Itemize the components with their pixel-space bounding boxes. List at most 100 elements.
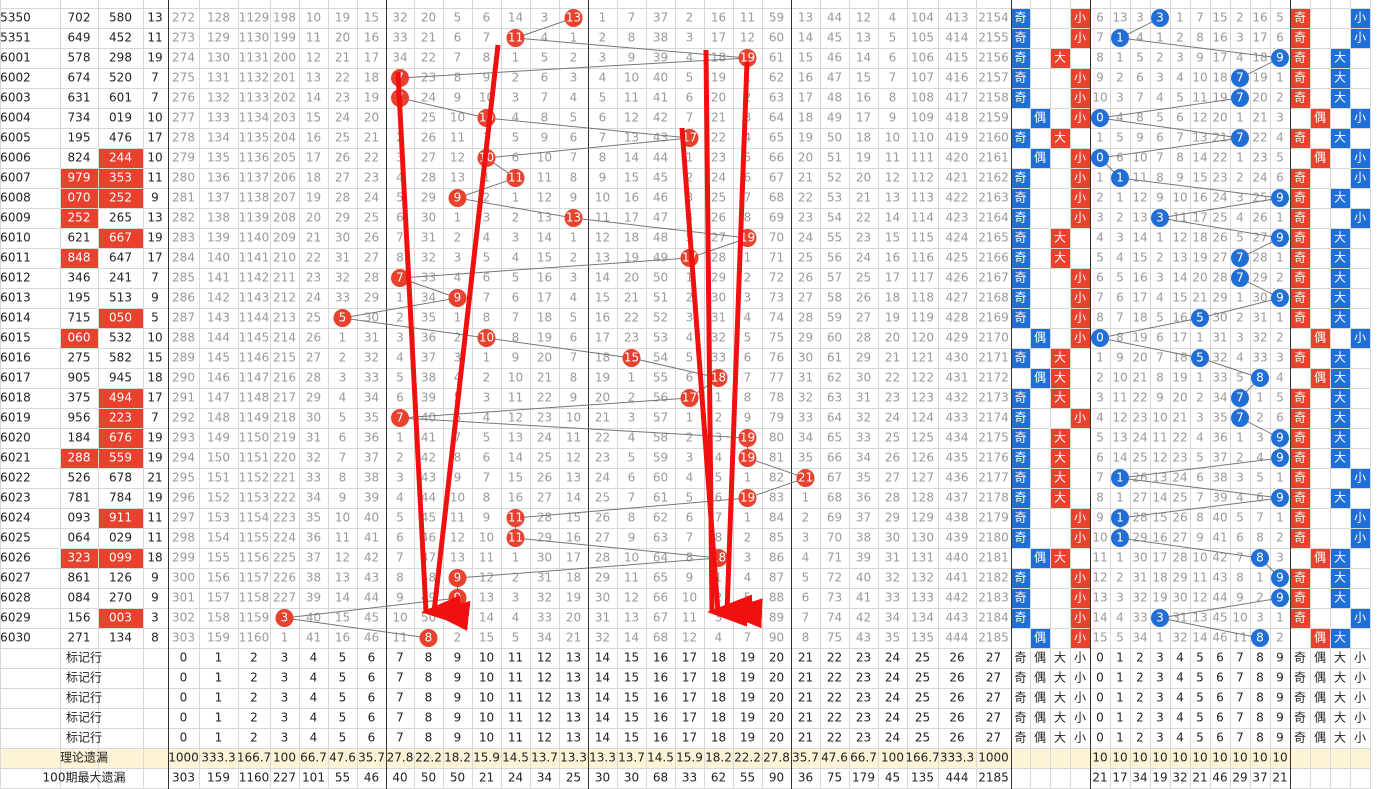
omission: 78 — [769, 391, 784, 405]
omission: 2 — [570, 251, 578, 265]
number: 070 — [68, 191, 91, 205]
omission: 5 — [396, 191, 404, 205]
omission: 23 — [306, 271, 321, 285]
tail-omission: 3 — [1256, 431, 1264, 445]
omission: 114 — [911, 211, 934, 225]
stat: 13.3 — [560, 751, 587, 765]
omission: 14 — [537, 231, 552, 245]
stat: 21 — [1092, 771, 1107, 785]
tail-omission: 39 — [1212, 491, 1227, 505]
attr-cell — [1291, 489, 1310, 508]
omission: 8 — [570, 371, 578, 385]
omission: 4 — [512, 251, 520, 265]
sum: 11 — [147, 531, 162, 545]
attr: 大 — [1054, 351, 1066, 365]
attr: 偶 — [1034, 371, 1046, 385]
omission: 25 — [595, 491, 610, 505]
attr-cell — [1031, 329, 1050, 348]
omission: 11 — [885, 151, 900, 165]
tail-omission: 2 — [1236, 311, 1244, 325]
column-label: 17 — [682, 671, 697, 685]
omission: 1 — [454, 611, 462, 625]
omission: 19 — [335, 11, 350, 25]
column-label: 25 — [915, 671, 930, 685]
attr: 小 — [1074, 291, 1086, 305]
sum: 10 — [147, 111, 162, 125]
omission: 2178 — [978, 491, 1009, 505]
omission: 4 — [686, 51, 694, 65]
arrow — [722, 61, 763, 629]
tail-omission: 15 — [1212, 11, 1227, 25]
sum-hit-label: 15 — [624, 351, 639, 365]
omission: 199 — [273, 31, 296, 45]
tail-hit-label: 0 — [1096, 331, 1104, 345]
omission: 437 — [946, 491, 969, 505]
omission: 1 — [686, 411, 694, 425]
stat: 166.7 — [237, 751, 271, 765]
omission: 63 — [769, 91, 784, 105]
attr-cell — [1071, 589, 1090, 608]
omission: 18 — [537, 311, 552, 325]
omission: 1 — [744, 251, 752, 265]
column-label: 17 — [682, 691, 697, 705]
number: 945 — [109, 371, 132, 385]
tail-omission: 4 — [1236, 491, 1244, 505]
column-label: 3 — [1156, 671, 1164, 685]
tail-omission: 19 — [1252, 71, 1267, 85]
stat: 24 — [508, 771, 523, 785]
omission: 21 — [566, 631, 581, 645]
omission: 2164 — [978, 211, 1009, 225]
column-label: 1 — [215, 731, 223, 745]
omission: 15 — [624, 171, 639, 185]
omission: 14 — [856, 51, 871, 65]
number: 195 — [68, 131, 91, 145]
omission: 1 — [281, 631, 289, 645]
attr-cell — [1311, 369, 1330, 388]
omission: 8 — [889, 91, 897, 105]
omission: 18 — [624, 231, 639, 245]
omission: 105 — [911, 31, 934, 45]
tail-omission: 3 — [1116, 231, 1124, 245]
attr-cell — [1012, 9, 1030, 28]
omission: 28 — [856, 331, 871, 345]
omission: 27 — [856, 311, 871, 325]
column-label: 18 — [711, 671, 726, 685]
tail-omission: 27 — [1212, 251, 1227, 265]
omission: 2179 — [978, 511, 1009, 525]
stat: 45 — [885, 771, 900, 785]
omission: 1160 — [239, 631, 270, 645]
omission: 42 — [421, 451, 436, 465]
omission: 29 — [421, 191, 436, 205]
omission: 205 — [273, 151, 296, 165]
omission: 32 — [885, 571, 900, 585]
attr-label: 大 — [1054, 651, 1066, 665]
number: 824 — [68, 151, 91, 165]
omission: 59 — [653, 451, 668, 465]
omission: 151 — [207, 471, 230, 485]
omission: 8 — [715, 531, 723, 545]
tail-omission: 43 — [1212, 571, 1227, 585]
number: 601 — [109, 91, 132, 105]
omission: 6 — [628, 471, 636, 485]
omission: 3 — [802, 531, 810, 545]
tail-omission: 16 — [1152, 531, 1167, 545]
omission: 2177 — [978, 471, 1009, 485]
column-label: 10 — [479, 671, 494, 685]
tail-omission: 16 — [1252, 11, 1267, 25]
sum-hit — [796, 469, 815, 487]
tail-omission: 29 — [1212, 291, 1227, 305]
omission: 14 — [624, 631, 639, 645]
column-label: 24 — [885, 671, 900, 685]
tail-omission: 1 — [1116, 491, 1124, 505]
omission: 31 — [856, 391, 871, 405]
tail-omission: 46 — [1212, 631, 1227, 645]
omission: 28 — [306, 371, 321, 385]
period: 2026004 — [0, 111, 31, 125]
omission: 65 — [769, 131, 784, 145]
omission: 2 — [396, 451, 404, 465]
omission: 9 — [396, 591, 404, 605]
attr: 奇 — [1014, 131, 1026, 145]
omission: 58 — [827, 291, 842, 305]
omission: 6 — [686, 91, 694, 105]
sum: 19 — [147, 491, 162, 505]
